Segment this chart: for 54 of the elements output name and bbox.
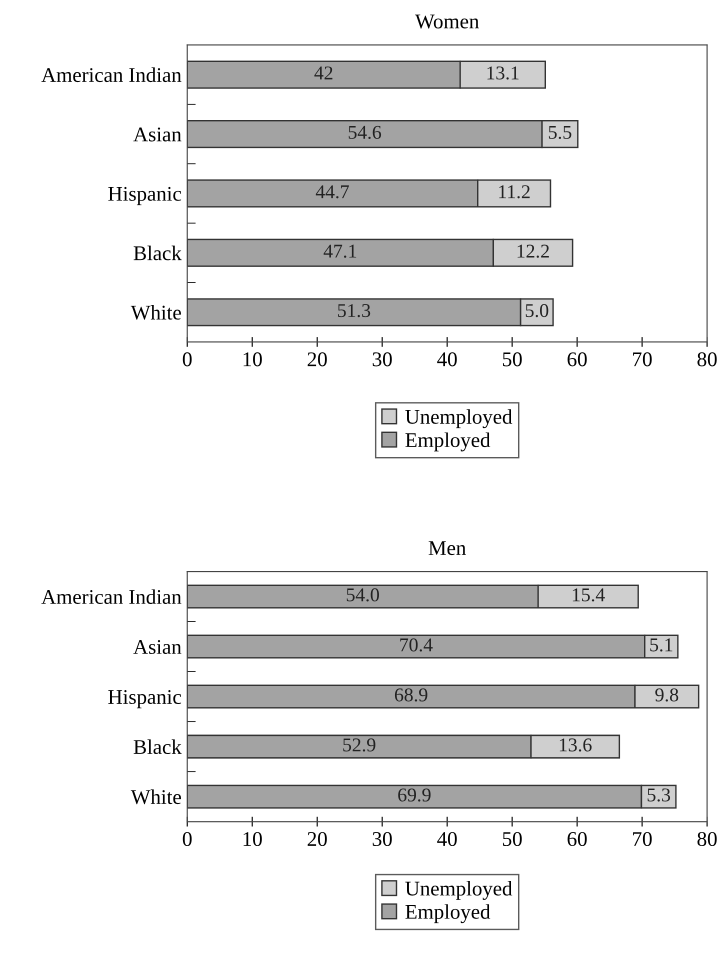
y-tick-label: White [130, 305, 181, 320]
chart-title: Men [428, 541, 466, 556]
text: 42 [314, 66, 332, 80]
legend-label: Unemployed [405, 880, 512, 900]
text: 68.9 [394, 688, 428, 702]
x-tick-label: 60 [568, 352, 587, 366]
text: 5.5 [548, 126, 572, 139]
x-tick-label: 50 [502, 832, 522, 846]
text: 12.2 [518, 244, 549, 258]
legend-label: Employed [405, 904, 490, 924]
text: 11.2 [499, 185, 530, 198]
x-tick-label: 40 [437, 352, 457, 366]
text: 52.9 [343, 738, 376, 752]
y-tick-label: American Indian [41, 589, 182, 604]
text: 15.4 [572, 588, 605, 602]
x-tick-label: 80 [697, 352, 717, 366]
x-tick-label: 60 [568, 832, 587, 846]
x-tick-label: 70 [633, 352, 652, 366]
text: 13.6 [560, 738, 592, 752]
y-tick-label: Black [134, 246, 182, 260]
y-tick-label: American Indian [41, 67, 182, 82]
text: 13.1 [487, 66, 519, 80]
text: 54.6 [348, 126, 382, 139]
x-tick-label: 10 [244, 832, 262, 846]
x-tick-label: 0 [182, 832, 192, 846]
x-tick-label: 10 [244, 352, 262, 366]
x-tick-label: 70 [633, 832, 652, 846]
x-tick-label: 20 [308, 832, 327, 846]
text: 44.7 [316, 185, 349, 198]
chart-title: Women [415, 14, 479, 29]
x-tick-label: 50 [502, 352, 522, 366]
text: 5.1 [650, 638, 672, 652]
x-tick-label: 30 [372, 832, 392, 846]
text: 70.4 [400, 638, 433, 652]
text: 47.1 [324, 244, 356, 258]
text: 51.3 [338, 304, 370, 318]
x-tick-label: 30 [372, 352, 392, 366]
y-tick-label: White [130, 789, 181, 804]
y-tick-label: Asian [133, 640, 182, 654]
y-tick-label: Asian [133, 127, 182, 142]
y-tick-label: Black [134, 739, 182, 754]
x-tick-label: 20 [308, 352, 327, 366]
legend-label: Employed [405, 432, 490, 452]
legend-label: Unemployed [405, 409, 512, 428]
text: 5.3 [648, 788, 670, 802]
text: 69.9 [398, 788, 431, 802]
x-tick-label: 40 [437, 832, 457, 846]
text: 5.0 [526, 304, 548, 318]
y-tick-label: Hispanic [108, 690, 182, 708]
x-tick-label: 80 [697, 832, 717, 846]
x-tick-label: 0 [182, 352, 192, 366]
text: 9.8 [655, 688, 678, 702]
y-tick-label: Hispanic [108, 186, 182, 206]
text: 54.0 [346, 588, 379, 602]
